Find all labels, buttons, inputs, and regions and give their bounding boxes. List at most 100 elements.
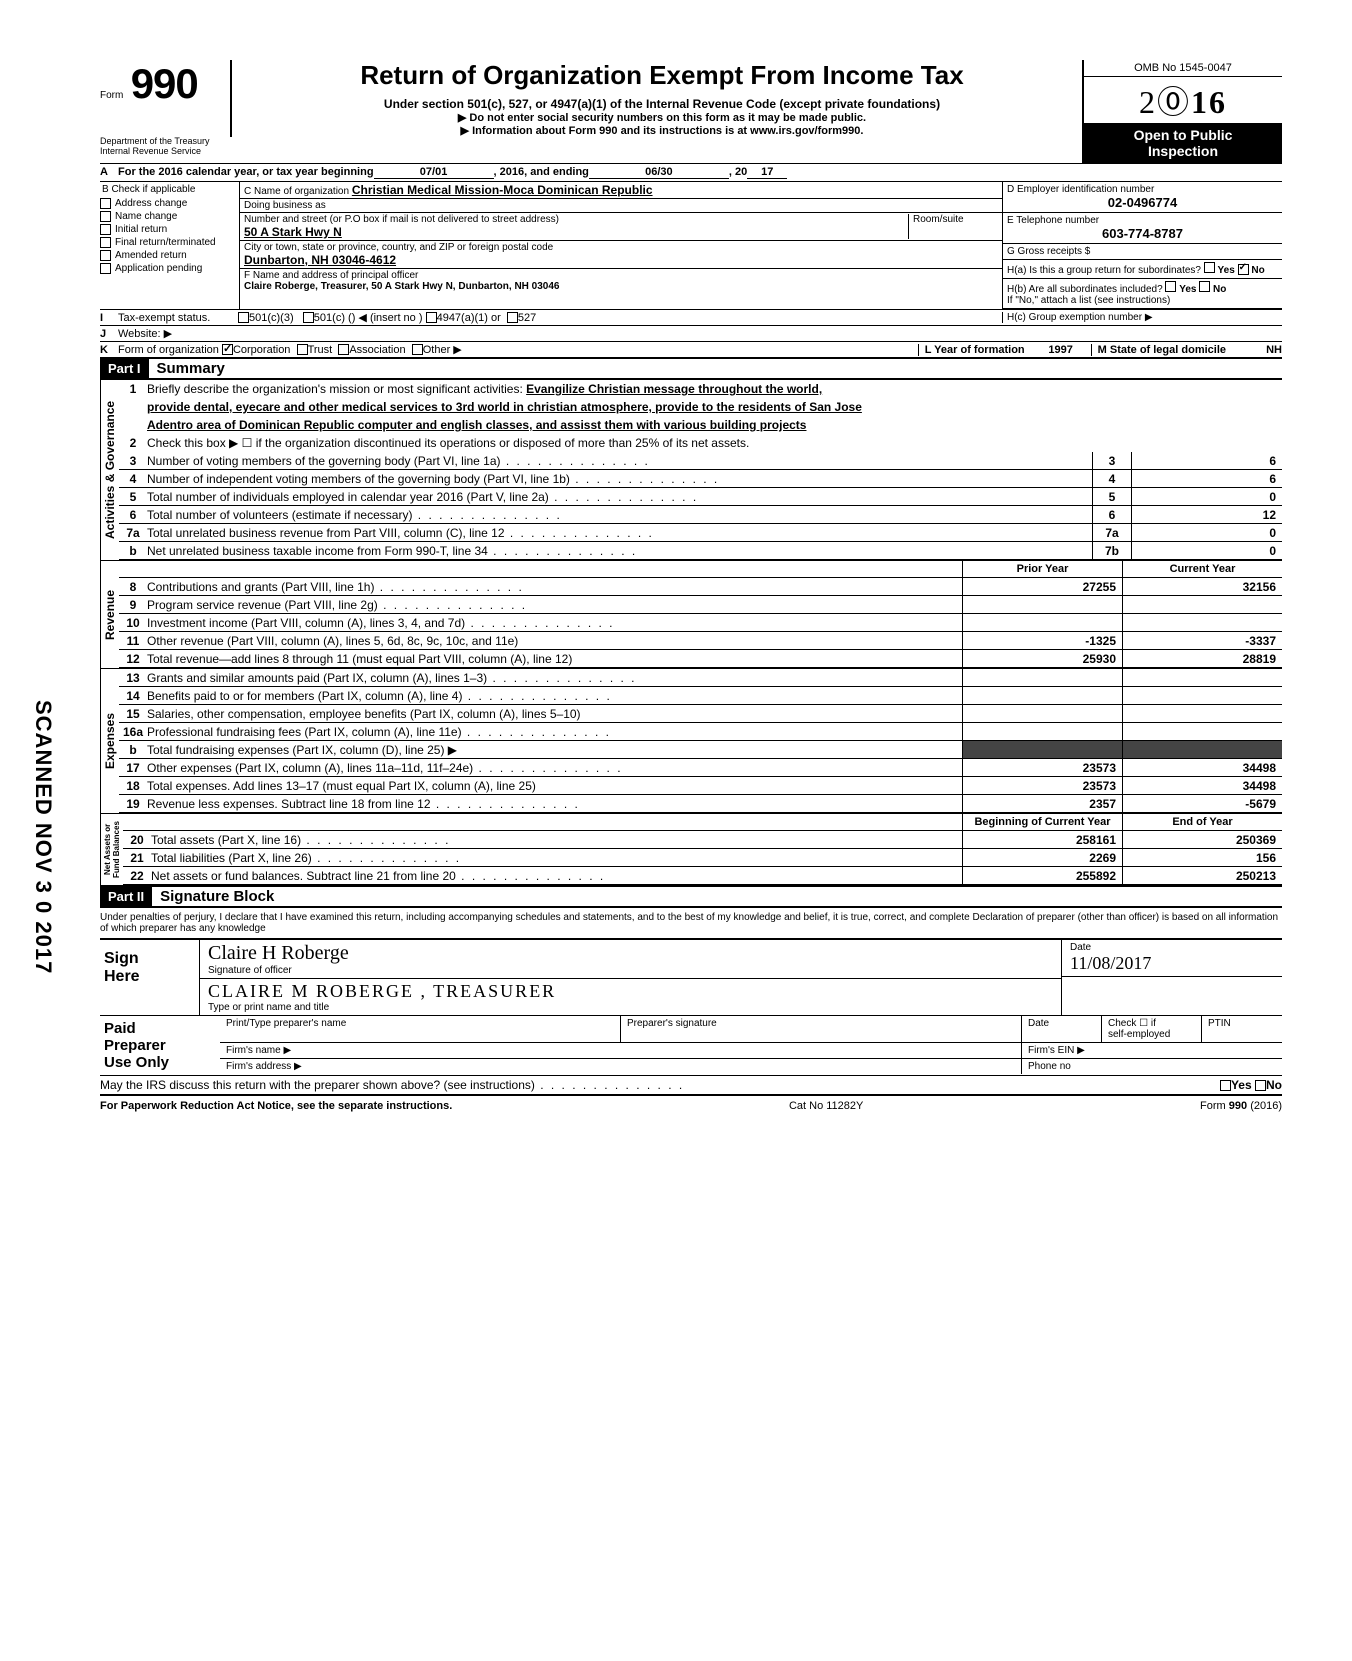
subtitle-1: Under section 501(c), 527, or 4947(a)(1)… [242, 97, 1082, 111]
year-formation: 1997 [1031, 344, 1091, 356]
row-i: I Tax-exempt status. 501(c)(3) 501(c) ( … [100, 310, 1282, 326]
org-name: Christian Medical Mission-Moca Dominican… [352, 183, 653, 197]
form-number: 990 [131, 60, 198, 107]
perjury-declaration: Under penalties of perjury, I declare th… [100, 908, 1282, 938]
city-state-zip: Dunbarton, NH 03046-4612 [244, 253, 998, 267]
col-end-year: End of Year [1122, 814, 1282, 830]
r8-cy: 32156 [1122, 578, 1282, 595]
cb-501c3[interactable] [238, 312, 249, 323]
val-line7a: 0 [1132, 524, 1282, 541]
dept-irs: Internal Revenue Service [100, 146, 230, 156]
page-footer: For Paperwork Reduction Act Notice, see … [100, 1096, 1282, 1112]
cb-name-change[interactable] [100, 211, 111, 222]
n22-cy: 250213 [1122, 867, 1282, 884]
telephone: 603-774-8787 [1007, 226, 1278, 241]
cb-trust[interactable] [297, 344, 308, 355]
e17-cy: 34498 [1122, 759, 1282, 776]
ein: 02-0496774 [1007, 195, 1278, 210]
e19-cy: -5679 [1122, 795, 1282, 812]
n20-py: 258161 [962, 831, 1122, 848]
e18-py: 23573 [962, 777, 1122, 794]
e18-cy: 34498 [1122, 777, 1282, 794]
cb-irs-no[interactable] [1255, 1080, 1266, 1091]
irs-discuss-question: May the IRS discuss this return with the… [100, 1078, 1220, 1092]
mission-line1: Evangilize Christian message throughout … [526, 382, 822, 396]
cb-hb-yes[interactable] [1165, 281, 1176, 292]
cb-501c[interactable] [303, 312, 314, 323]
cb-hb-no[interactable] [1199, 281, 1210, 292]
mission-line2: provide dental, eyecare and other medica… [147, 400, 1282, 414]
open-to-public: Open to PublicInspection [1084, 123, 1282, 163]
cb-irs-yes[interactable] [1220, 1080, 1231, 1091]
val-line4: 6 [1132, 470, 1282, 487]
signature-block: SignHere Claire H RobergeSignature of of… [100, 938, 1282, 1015]
cb-initial-return[interactable] [100, 224, 111, 235]
state-domicile: NH [1232, 344, 1282, 356]
dept-treasury: Department of the Treasury [100, 136, 230, 146]
cb-ha-no[interactable] [1238, 264, 1249, 275]
col-prior-year: Prior Year [962, 561, 1122, 577]
form-header: Form 990 Department of the Treasury Inte… [100, 60, 1282, 163]
vlabel-expenses: Expenses [100, 669, 119, 813]
e19-py: 2357 [962, 795, 1122, 812]
cb-address-change[interactable] [100, 198, 111, 209]
section-bcd: B Check if applicable Address change Nam… [100, 182, 1282, 310]
street-address: 50 A Stark Hwy N [244, 225, 908, 239]
r12-cy: 28819 [1122, 650, 1282, 667]
cb-amended[interactable] [100, 250, 111, 261]
e17-py: 23573 [962, 759, 1122, 776]
box-b-header: B Check if applicable [100, 182, 239, 197]
tax-year: 2⓪16 [1084, 77, 1282, 123]
r12-py: 25930 [962, 650, 1122, 667]
val-line6: 12 [1132, 506, 1282, 523]
cb-ha-yes[interactable] [1204, 262, 1215, 273]
shaded-cell [962, 741, 1122, 758]
footer-left: For Paperwork Reduction Act Notice, see … [100, 1100, 452, 1112]
line-a: A For the 2016 calendar year, or tax yea… [100, 163, 1282, 182]
main-title: Return of Organization Exempt From Incom… [242, 60, 1082, 91]
r11-py: -1325 [962, 632, 1122, 649]
sign-here-label: SignHere [100, 940, 200, 1015]
val-line3: 6 [1132, 452, 1282, 469]
vlabel-activities: Activities & Governance [100, 380, 119, 560]
gross-receipts: G Gross receipts $ [1003, 244, 1282, 260]
vlabel-netassets: Net Assets orFund Balances [100, 814, 123, 885]
form-label: Form [100, 90, 123, 101]
officer-name-typed: CLAIRE M ROBERGE , TREASURER [208, 981, 556, 1001]
signature-date: 11/08/2017 [1070, 953, 1151, 973]
part-2-header: Part IISignature Block [100, 886, 1282, 908]
paid-preparer-block: PaidPreparerUse Only Print/Type preparer… [100, 1015, 1282, 1076]
summary-section: Activities & Governance 1 Briefly descri… [100, 380, 1282, 560]
n20-cy: 250369 [1122, 831, 1282, 848]
val-line5: 0 [1132, 488, 1282, 505]
paid-preparer-label: PaidPreparerUse Only [100, 1016, 220, 1075]
vlabel-revenue: Revenue [100, 561, 119, 668]
omb-number: OMB No 1545-0047 [1084, 60, 1282, 77]
val-line7b: 0 [1132, 542, 1282, 559]
cb-4947[interactable] [426, 312, 437, 323]
subtitle-3: ▶ Information about Form 990 and its ins… [242, 124, 1082, 137]
r11-cy: -3337 [1122, 632, 1282, 649]
principal-officer: Claire Roberge, Treasurer, 50 A Stark Hw… [244, 281, 559, 292]
mission-line3: Adentro area of Dominican Republic compu… [147, 418, 1282, 432]
cb-association[interactable] [338, 344, 349, 355]
cb-527[interactable] [507, 312, 518, 323]
footer-right: Form 990 (2016) [1200, 1100, 1282, 1112]
part-1-header: Part ISummary [100, 358, 1282, 380]
footer-mid: Cat No 11282Y [789, 1100, 863, 1112]
n21-py: 2269 [962, 849, 1122, 866]
cb-app-pending[interactable] [100, 263, 111, 274]
n22-py: 255892 [962, 867, 1122, 884]
r8-py: 27255 [962, 578, 1122, 595]
scanned-stamp: SCANNED NOV 3 0 2017 [30, 700, 56, 974]
n21-cy: 156 [1122, 849, 1282, 866]
col-beg-year: Beginning of Current Year [962, 814, 1122, 830]
cb-corporation[interactable] [222, 344, 233, 355]
row-k: K Form of organization Corporation Trust… [100, 342, 1282, 358]
col-current-year: Current Year [1122, 561, 1282, 577]
subtitle-2: ▶ Do not enter social security numbers o… [242, 111, 1082, 124]
row-j: J Website: ▶ [100, 326, 1282, 342]
cb-other[interactable] [412, 344, 423, 355]
cb-final-return[interactable] [100, 237, 111, 248]
officer-signature: Claire H Roberge [208, 942, 349, 964]
